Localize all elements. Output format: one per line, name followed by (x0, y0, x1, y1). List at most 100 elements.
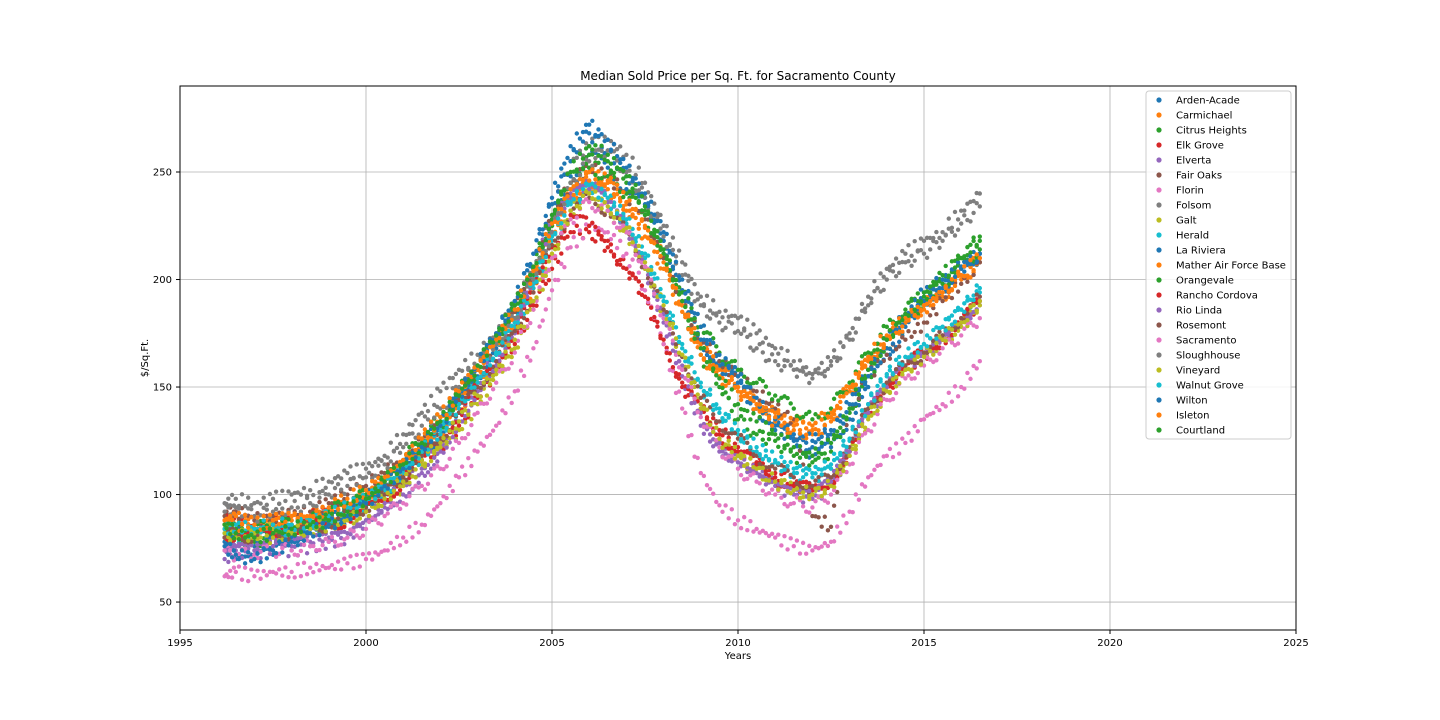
data-points (222, 118, 982, 584)
data-point (559, 251, 564, 256)
data-point (391, 545, 397, 551)
data-point (878, 402, 883, 407)
data-point (797, 368, 803, 373)
data-point (664, 345, 669, 351)
data-point (794, 538, 800, 543)
data-point (816, 467, 821, 472)
data-point (264, 573, 269, 578)
data-point (897, 354, 902, 360)
data-point (763, 530, 769, 536)
data-point (853, 430, 858, 435)
data-point (444, 445, 449, 450)
data-point (776, 351, 781, 356)
data-point (249, 543, 254, 548)
data-point (432, 466, 437, 471)
data-point (366, 470, 372, 475)
data-point (636, 243, 641, 249)
data-point (828, 449, 834, 454)
data-point (689, 305, 694, 311)
data-point (602, 238, 607, 244)
data-point (556, 259, 561, 265)
data-point (760, 528, 765, 533)
data-point (723, 390, 728, 395)
data-point (782, 363, 787, 369)
data-point (308, 500, 313, 506)
data-point (723, 503, 728, 508)
data-point (568, 208, 573, 213)
data-point (518, 329, 524, 335)
data-point (738, 472, 744, 478)
data-point (525, 300, 530, 306)
data-point (872, 398, 877, 403)
data-point (435, 447, 440, 452)
data-point (242, 565, 248, 570)
data-point (838, 458, 843, 463)
data-point (670, 321, 676, 326)
data-point (729, 427, 734, 432)
data-point (444, 440, 449, 445)
data-point (518, 304, 524, 309)
data-point (869, 351, 874, 356)
data-point (382, 462, 387, 467)
data-point (707, 316, 713, 321)
data-point (686, 296, 691, 301)
data-point (673, 336, 679, 341)
data-point (413, 417, 418, 423)
data-point (698, 337, 703, 342)
data-point (903, 320, 908, 325)
data-point (388, 497, 393, 502)
data-point (748, 518, 753, 524)
data-point (354, 462, 359, 467)
data-point (804, 471, 809, 477)
data-point (559, 235, 564, 240)
data-point (379, 522, 384, 527)
data-point (621, 223, 626, 228)
data-point (900, 362, 905, 367)
data-point (738, 314, 744, 319)
data-point (435, 504, 440, 509)
data-point (766, 478, 772, 483)
data-point (897, 380, 902, 386)
data-point (295, 505, 300, 510)
data-point (875, 411, 880, 417)
data-point (335, 516, 341, 521)
data-point (469, 402, 474, 407)
data-point (228, 541, 233, 547)
data-point (881, 287, 886, 293)
data-point (593, 201, 598, 207)
data-point (853, 382, 858, 387)
data-point (416, 473, 421, 478)
data-point (345, 531, 350, 536)
data-point (838, 530, 843, 535)
data-point (404, 502, 409, 507)
data-point (782, 477, 787, 483)
data-point (289, 522, 294, 527)
data-point (407, 490, 412, 496)
data-point (503, 410, 508, 416)
data-point (267, 541, 273, 546)
data-point (878, 379, 883, 384)
data-point (264, 533, 269, 538)
data-point (525, 310, 530, 315)
data-point (574, 155, 579, 160)
data-point (738, 437, 744, 442)
data-point (229, 492, 235, 498)
data-point (571, 206, 576, 211)
data-point (738, 397, 744, 403)
data-point (447, 483, 452, 489)
data-point (463, 435, 468, 441)
data-point (791, 427, 796, 433)
data-point (419, 470, 424, 476)
data-point (819, 360, 824, 366)
data-point (934, 229, 939, 235)
data-point (810, 483, 815, 489)
data-point (472, 391, 477, 396)
data-point (928, 247, 933, 252)
data-point (797, 495, 803, 501)
data-point (258, 576, 263, 581)
data-point (763, 468, 769, 474)
data-point (884, 380, 889, 385)
data-point (924, 333, 930, 338)
data-point (977, 247, 982, 252)
data-point (800, 365, 806, 370)
